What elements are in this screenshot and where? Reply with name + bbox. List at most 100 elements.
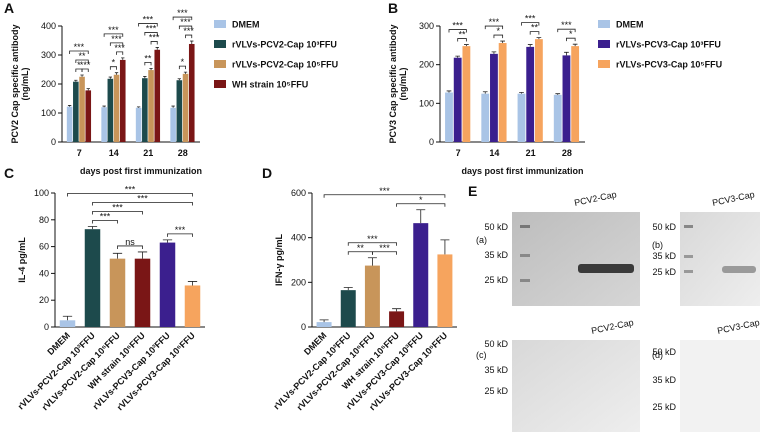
blot-protein: PCV2-Cap: [573, 189, 617, 208]
sig-bracket: [557, 28, 576, 33]
sig-label: **: [531, 23, 539, 33]
error-bar: [491, 51, 497, 54]
error-bar: [500, 40, 505, 44]
legend-swatch: [598, 40, 610, 48]
blot-protein: PCV3-Cap: [711, 189, 755, 208]
bar: [413, 223, 429, 327]
error-bar: [177, 78, 182, 81]
blot-label: (c): [476, 350, 487, 360]
sig-label: ***: [175, 225, 186, 235]
sig-label: ***: [180, 17, 191, 27]
panel-label: C: [4, 165, 14, 181]
x-tick-label: 28: [178, 148, 188, 158]
sig-label: ***: [100, 212, 111, 222]
y-tick-label: 200: [419, 60, 434, 70]
error-bar: [367, 257, 377, 266]
error-bar: [319, 319, 329, 323]
bar: [176, 80, 183, 142]
legend-label: DMEM: [232, 20, 260, 30]
sig-label: ***: [112, 203, 123, 213]
y-tick-label: 0: [429, 137, 434, 147]
bar: [490, 53, 498, 143]
bar: [364, 265, 380, 327]
y-axis-title: PCV3 Cap specific antibody: [388, 24, 398, 143]
error-bar: [114, 72, 119, 75]
y-axis-title: PCV2 Cap specific antibody: [10, 24, 20, 143]
error-bar: [440, 239, 450, 255]
marker-label: 35 kD: [652, 251, 676, 261]
x-tick-label: 21: [526, 148, 536, 158]
marker-label: 50 kD: [652, 222, 676, 232]
bar: [73, 81, 79, 142]
panel-label: D: [262, 165, 272, 181]
legend-label: rVLVs-PCV2-Cap 10³FFU: [232, 40, 337, 50]
y-axis-title: (ng/mL): [398, 68, 408, 101]
legend-swatch: [214, 20, 226, 28]
y-tick-label: 400: [291, 233, 306, 243]
bar: [66, 106, 73, 142]
y-tick-label: 60: [39, 242, 49, 252]
bar: [113, 74, 120, 142]
legend-label: rVLVs-PCV3-Cap 10⁵FFU: [616, 60, 722, 70]
sig-bracket: [92, 220, 118, 224]
marker-label: 25 kD: [484, 275, 508, 285]
marker-label: 25 kD: [652, 267, 676, 277]
x-axis-title: days post first immunization: [461, 166, 583, 176]
sig-bracket: [109, 42, 124, 46]
bar: [59, 320, 76, 327]
protein-band: [578, 264, 634, 273]
panel-label: B: [388, 0, 398, 16]
blot-label: (b): [652, 240, 663, 250]
bar: [188, 43, 195, 143]
blot-image: [512, 212, 640, 306]
sig-label: ***: [108, 25, 119, 35]
bar: [389, 311, 405, 327]
y-tick-label: 100: [34, 188, 49, 198]
bar: [134, 258, 151, 327]
error-bar: [187, 281, 198, 286]
y-axis-title: (ng/mL): [20, 68, 30, 101]
sig-bracket: [323, 194, 446, 198]
blot-image: [680, 212, 760, 306]
sig-bracket: [457, 38, 467, 42]
error-bar: [555, 93, 561, 95]
bar: [101, 107, 107, 142]
marker-label: 50 kD: [484, 339, 508, 349]
sig-bracket: [109, 66, 117, 70]
error-bar: [162, 239, 173, 243]
y-tick-label: 400: [41, 21, 56, 31]
sig-label: **: [144, 53, 152, 63]
error-bar: [183, 71, 188, 74]
marker-label: 35 kD: [484, 250, 508, 260]
sig-label: *: [77, 60, 81, 70]
sig-label: ***: [183, 26, 194, 36]
bar: [84, 229, 101, 327]
y-axis-title: IFN-γ pg/mL: [274, 234, 284, 286]
error-bar: [112, 252, 123, 259]
bar: [79, 76, 85, 142]
bar: [154, 49, 161, 142]
sig-bracket: [117, 245, 143, 249]
bar: [553, 94, 562, 142]
y-tick-label: 80: [39, 215, 49, 225]
blot-label: (a): [476, 235, 487, 245]
x-tick-label: 14: [109, 148, 119, 158]
error-bar: [171, 105, 175, 108]
y-tick-label: 40: [39, 268, 49, 278]
sig-label: ***: [146, 23, 157, 33]
error-bar: [564, 51, 569, 56]
error-bar: [121, 57, 125, 60]
marker-label: 50 kD: [484, 222, 508, 232]
blot-protein: PCV2-Cap: [590, 317, 634, 336]
y-tick-label: 200: [291, 277, 306, 287]
bar: [119, 59, 126, 142]
sig-bracket: [116, 51, 124, 55]
legend-label: rVLVs-PCV3-Cap 10³FFU: [616, 40, 721, 50]
error-bar: [416, 209, 426, 224]
bar: [142, 78, 148, 142]
sig-label: *: [569, 29, 573, 39]
y-tick-label: 100: [419, 98, 434, 108]
error-bar: [137, 251, 148, 259]
error-bar: [108, 76, 113, 79]
error-bar: [519, 92, 524, 94]
